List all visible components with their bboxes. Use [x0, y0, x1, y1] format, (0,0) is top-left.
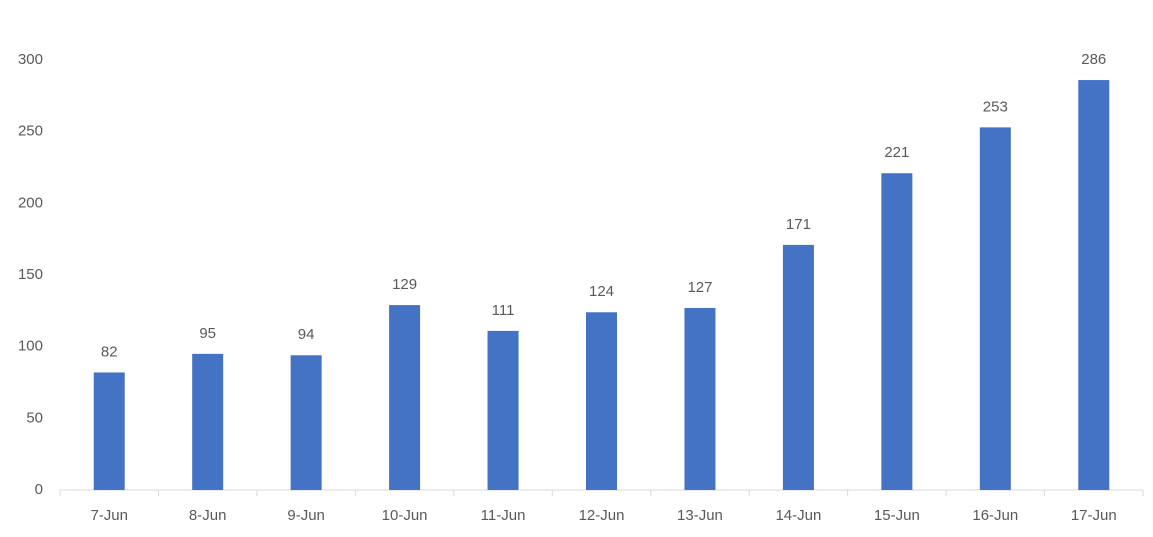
data-label: 253: [983, 98, 1008, 115]
data-label: 124: [589, 283, 614, 300]
x-tick-label: 13-Jun: [677, 507, 723, 524]
y-tick-label: 50: [26, 409, 43, 426]
bar: [389, 305, 421, 490]
x-tick-label: 11-Jun: [481, 507, 526, 524]
x-tick-label: 15-Jun: [874, 507, 920, 524]
x-tick-label: 16-Jun: [972, 507, 1018, 524]
bar: [782, 244, 814, 490]
bar: [881, 173, 913, 490]
data-label: 171: [786, 216, 811, 233]
y-tick-label: 200: [18, 194, 43, 211]
bar: [487, 330, 519, 490]
x-tick-label: 12-Jun: [579, 507, 625, 524]
data-label: 127: [687, 279, 712, 296]
bar: [684, 307, 716, 490]
data-label: 111: [492, 302, 515, 319]
data-label: 82: [101, 343, 118, 360]
x-tick-label: 8-Jun: [189, 507, 227, 524]
y-tick-label: 300: [18, 51, 43, 68]
bar: [1078, 80, 1110, 491]
x-tick-label: 14-Jun: [775, 507, 821, 524]
data-label: 94: [298, 326, 315, 343]
bar: [586, 312, 617, 490]
y-tick-label: 150: [18, 266, 43, 283]
bar: [192, 353, 224, 490]
x-tick-label: 17-Jun: [1071, 507, 1117, 524]
bar: [290, 355, 322, 490]
y-tick-label: 100: [18, 338, 43, 355]
x-tick-label: 10-Jun: [382, 507, 428, 524]
x-tick-label: 7-Jun: [90, 507, 128, 524]
y-tick-label: 250: [18, 123, 43, 140]
bar: [93, 372, 125, 490]
data-label: 95: [199, 325, 216, 342]
data-label: 129: [392, 276, 417, 293]
data-label: 221: [884, 144, 909, 161]
y-tick-label: 0: [35, 481, 43, 498]
x-tick-label: 9-Jun: [287, 507, 325, 524]
bar: [979, 127, 1011, 490]
data-label: 286: [1081, 51, 1106, 68]
